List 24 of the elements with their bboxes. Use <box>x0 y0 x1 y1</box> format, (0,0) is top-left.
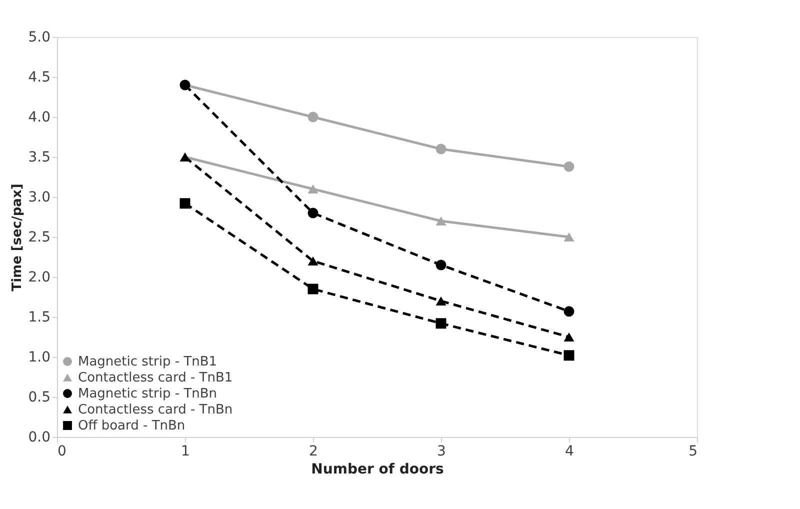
x-tick-label: 0 <box>58 444 66 460</box>
x-tick-label: 4 <box>565 444 574 460</box>
y-tick-label: 3.0 <box>28 190 50 206</box>
legend-label: Contactless card - TnBn <box>78 402 233 418</box>
y-tick-label: 1.5 <box>28 310 50 326</box>
x-tick-label: 5 <box>688 444 698 460</box>
y-tick-label: 5.0 <box>28 30 50 46</box>
y-tick-label: 0.0 <box>28 430 50 446</box>
legend-label: Contactless card - TnB1 <box>78 370 233 386</box>
y-tick-label: 3.5 <box>28 150 50 166</box>
x-tick-label: 2 <box>309 444 318 460</box>
legend-label: Off board - TnBn <box>78 418 186 434</box>
y-tick-label: 1.0 <box>28 350 50 366</box>
legend-label: Magnetic strip - TnB1 <box>78 354 218 370</box>
x-tick-label: 3 <box>437 444 446 460</box>
x-axis-title: Number of doors <box>311 462 444 478</box>
y-tick-label: 4.5 <box>28 70 50 86</box>
y-tick-label: 2.5 <box>28 230 50 246</box>
legend-label: Magnetic strip - TnBn <box>78 386 218 402</box>
x-tick-label: 1 <box>181 444 190 460</box>
y-tick-label: 0.5 <box>28 390 50 406</box>
y-tick-label: 2.0 <box>28 270 50 286</box>
y-tick-label: 4.0 <box>28 110 50 126</box>
y-axis-title: Time [sec/pax] <box>10 184 26 292</box>
